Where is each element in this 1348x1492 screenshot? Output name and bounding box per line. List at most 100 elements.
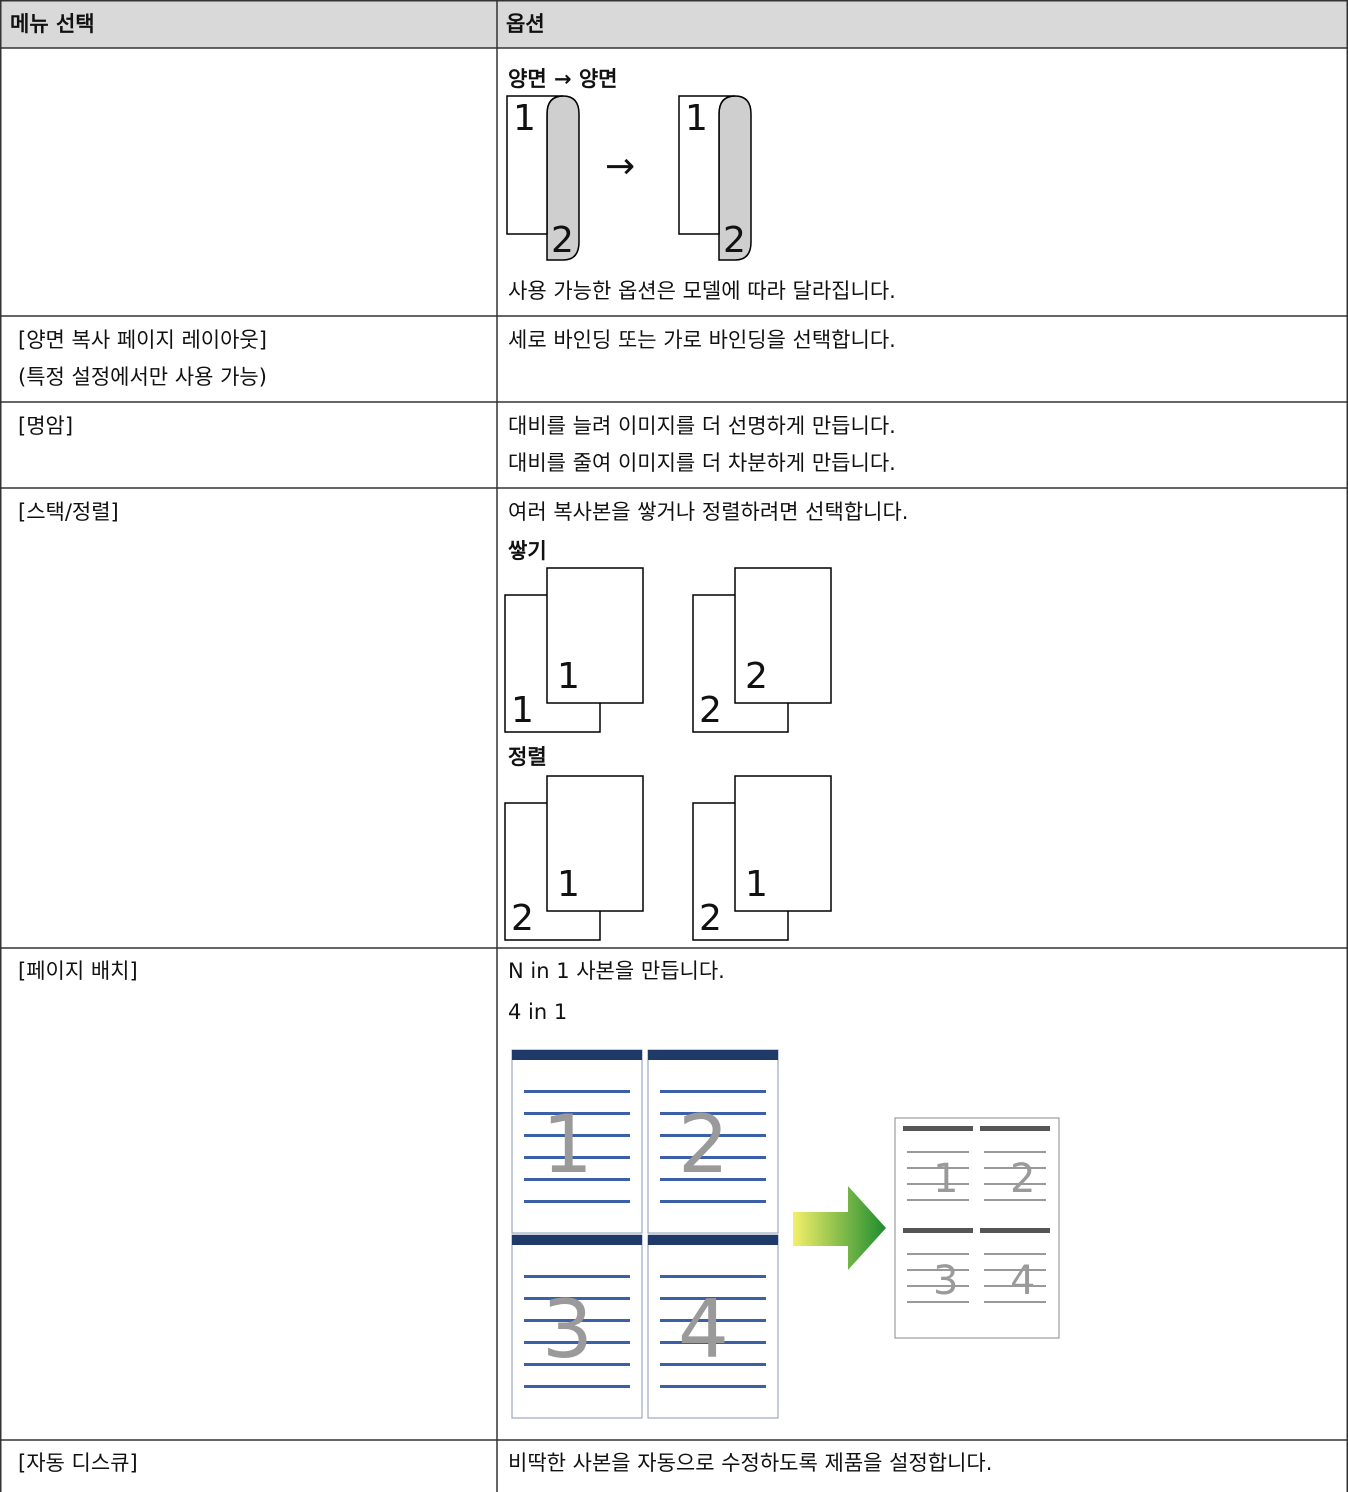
page-number: 2 [551, 220, 574, 261]
mini-line [984, 1269, 1046, 1271]
page-header [648, 1235, 778, 1245]
mini-line [907, 1253, 969, 1255]
option-text: N in 1 사본을 만듭니다. [508, 959, 725, 983]
menu-text: [페이지 배치] [18, 959, 138, 983]
menu-text: [양면 복사 페이지 레이아웃] [18, 328, 267, 352]
mini-line [984, 1253, 1046, 1255]
text-line [524, 1341, 630, 1344]
page-number: 1 [513, 98, 536, 139]
figure-heading: 쌓기 [508, 539, 547, 563]
menu-text: [명암] [18, 414, 73, 438]
text-line [660, 1156, 766, 1159]
text-line [660, 1363, 766, 1366]
text-line [660, 1319, 766, 1322]
text-line [524, 1319, 630, 1322]
text-line [660, 1178, 766, 1181]
mini-line [907, 1269, 969, 1271]
text-line [524, 1156, 630, 1159]
option-text: 비딱한 사본을 자동으로 수정하도록 제품을 설정합니다. [508, 1451, 992, 1475]
menu-text: (특정 설정에서만 사용 가능) [18, 365, 267, 389]
page-number: 2 [699, 690, 722, 731]
page-number: 2 [699, 898, 722, 939]
text-line [524, 1200, 630, 1203]
duplex-figure: 1 2 [506, 95, 580, 261]
option-note: 사용 가능한 옵션은 모델에 따라 달라집니다. [508, 279, 896, 303]
page-set: 22 [692, 567, 832, 733]
mini-line [984, 1301, 1046, 1303]
mini-line [984, 1199, 1046, 1201]
page-number: 1 [745, 864, 768, 905]
text-line [660, 1134, 766, 1137]
source-page: 33 [511, 1228, 973, 1419]
text-line [524, 1090, 630, 1093]
mini-header [980, 1228, 1050, 1233]
option-text: 세로 바인딩 또는 가로 바인딩을 선택합니다. [508, 328, 896, 352]
header-cell: 옵션 [506, 12, 545, 36]
arrow: → [605, 146, 635, 187]
page-number: 1 [557, 864, 580, 905]
source-page: 44 [647, 1228, 1050, 1419]
text-line [660, 1200, 766, 1203]
page-number: 1 [511, 690, 534, 731]
text-line [524, 1385, 630, 1388]
mini-line [984, 1183, 1046, 1185]
text-line [524, 1112, 630, 1115]
mini-header [980, 1126, 1050, 1131]
header-bg [0, 0, 1348, 48]
option-text: 대비를 늘려 이미지를 더 선명하게 만듭니다. [508, 414, 896, 438]
duplex-figure: 1 2 [678, 95, 752, 261]
mini-line [907, 1285, 969, 1287]
page-number: 2 [511, 898, 534, 939]
text-line [524, 1363, 630, 1366]
page-number: 2 [723, 220, 746, 261]
page-header [512, 1235, 642, 1245]
page-header [648, 1050, 778, 1060]
mini-header [903, 1126, 973, 1131]
mini-line [984, 1167, 1046, 1169]
page [546, 567, 644, 704]
figure-heading: 정렬 [508, 745, 547, 769]
page-number: 1 [685, 98, 708, 139]
page-number: 3 [933, 1258, 958, 1304]
mini-line [984, 1151, 1046, 1153]
page-set: 21 [692, 775, 832, 941]
page [734, 775, 832, 912]
page-header [512, 1050, 642, 1060]
option-text: 대비를 줄여 이미지를 더 차분하게 만듭니다. [508, 451, 896, 475]
text-line [524, 1275, 630, 1278]
mini-line [907, 1151, 969, 1153]
option-text: 여러 복사본을 쌓거나 정렬하려면 선택합니다. [508, 500, 908, 524]
page-number: 4 [1010, 1258, 1035, 1304]
option-heading: 양면 → 양면 [508, 67, 618, 91]
header-cell: 메뉴 선택 [10, 12, 95, 36]
page [734, 567, 832, 704]
text-line [660, 1112, 766, 1115]
page-number: 1 [933, 1156, 958, 1202]
text-line [524, 1297, 630, 1300]
page-number: 1 [557, 656, 580, 697]
menu-text: [자동 디스큐] [18, 1451, 138, 1475]
mini-line [907, 1301, 969, 1303]
page-number: 2 [745, 656, 768, 697]
page-number: 3 [542, 1283, 593, 1376]
page-set: 21 [504, 775, 644, 941]
text-line [524, 1178, 630, 1181]
mini-line [907, 1199, 969, 1201]
mini-header [903, 1228, 973, 1233]
page-number: 1 [542, 1098, 593, 1191]
text-line [660, 1341, 766, 1344]
arrow-graphic [793, 1186, 886, 1270]
mini-line [984, 1285, 1046, 1287]
page-number: 4 [678, 1283, 729, 1376]
text-line [660, 1275, 766, 1278]
text-line [660, 1090, 766, 1093]
text-line [524, 1134, 630, 1137]
page-number: 2 [1010, 1156, 1035, 1202]
page-set: 11 [504, 567, 644, 733]
